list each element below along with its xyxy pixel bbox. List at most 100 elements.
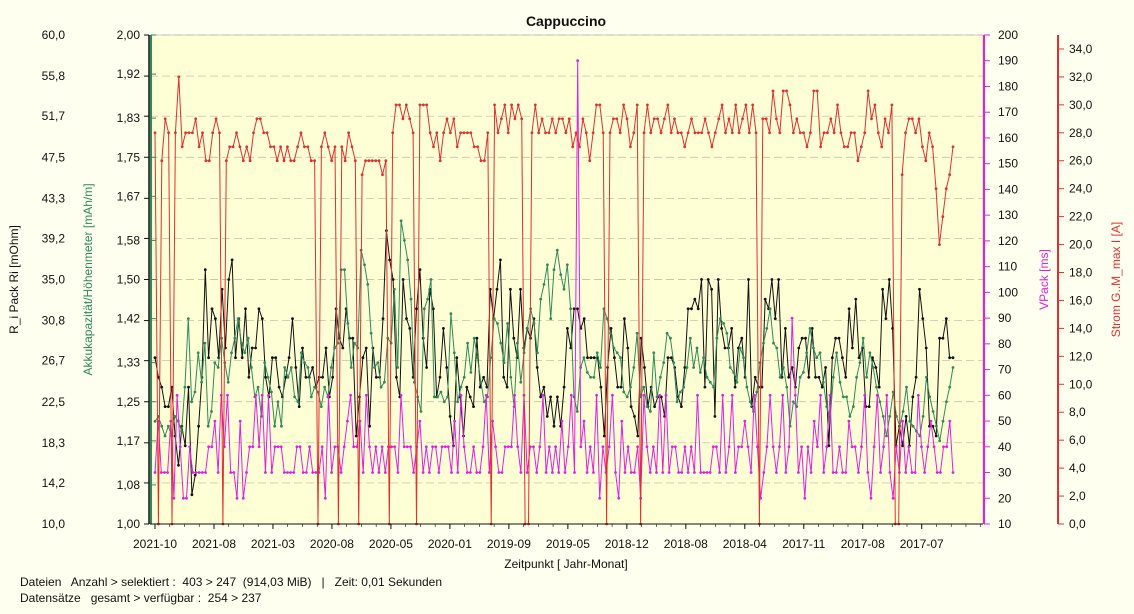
data-point-vpack xyxy=(437,471,441,474)
data-point-vpack xyxy=(352,445,356,449)
data-point-akku xyxy=(722,322,725,325)
data-point-vpack xyxy=(611,393,614,397)
data-point-vpack xyxy=(194,471,198,474)
tick-label-strom: 0,0 xyxy=(1069,517,1086,531)
data-point-vpack xyxy=(210,445,214,449)
data-point-akku xyxy=(582,356,586,360)
data-point-vpack xyxy=(652,445,655,449)
data-point-vpack xyxy=(866,471,870,474)
data-point-akku xyxy=(442,400,446,404)
data-point-strom xyxy=(554,131,558,135)
data-point-ri xyxy=(381,317,385,320)
data-point-ri xyxy=(301,346,304,350)
data-point-strom xyxy=(873,103,877,107)
data-point-ri xyxy=(260,317,264,320)
data-point-ri xyxy=(475,336,479,340)
data-point-ri xyxy=(623,317,626,320)
tick-label-akku: 1,67 xyxy=(117,189,141,203)
data-point-ri xyxy=(834,336,837,340)
data-point-akku xyxy=(742,356,745,360)
data-point-akku xyxy=(619,356,622,360)
data-point-strom xyxy=(214,117,218,121)
data-point-strom xyxy=(673,117,676,121)
data-point-akku xyxy=(802,371,805,374)
data-point-vpack xyxy=(923,471,926,474)
data-point-akku xyxy=(299,351,303,355)
data-point-akku xyxy=(941,419,945,423)
data-point-strom xyxy=(883,117,887,121)
data-point-ri xyxy=(294,366,298,369)
data-point-vpack xyxy=(538,445,542,449)
data-point-ri xyxy=(438,375,442,379)
data-point-vpack xyxy=(424,445,428,449)
data-point-ri xyxy=(747,278,750,281)
data-point-ri xyxy=(837,336,841,340)
data-point-vpack xyxy=(487,471,491,474)
data-point-ri xyxy=(582,317,586,320)
data-point-akku xyxy=(226,380,230,384)
data-point-ri xyxy=(331,375,335,379)
data-point-strom xyxy=(160,159,164,163)
data-point-strom xyxy=(177,75,181,79)
data-point-akku xyxy=(333,346,336,350)
data-point-vpack xyxy=(838,445,841,449)
data-point-vpack xyxy=(670,445,674,449)
data-point-vpack xyxy=(380,445,384,449)
data-point-vpack xyxy=(305,471,308,474)
data-point-ri xyxy=(562,385,566,389)
data-point-akku xyxy=(861,336,865,340)
data-point-vpack xyxy=(762,471,766,474)
data-point-ri xyxy=(666,356,670,360)
data-point-akku xyxy=(183,385,187,389)
data-point-strom xyxy=(547,131,551,135)
data-point-akku xyxy=(309,395,313,399)
data-point-vpack xyxy=(320,445,324,449)
axis-label-strom: Strom G..M_max I [A] xyxy=(1109,222,1123,337)
data-point-akku xyxy=(366,283,370,286)
data-point-akku xyxy=(532,322,536,325)
data-point-vpack xyxy=(724,471,728,474)
data-point-strom xyxy=(479,159,483,163)
data-point-strom xyxy=(887,131,890,135)
data-point-strom xyxy=(747,131,751,135)
data-point-ri xyxy=(616,385,620,389)
data-point-vpack xyxy=(289,471,292,474)
data-point-vpack xyxy=(888,471,892,474)
data-point-ri xyxy=(277,385,281,389)
data-point-vpack xyxy=(308,445,311,449)
data-point-akku xyxy=(166,424,170,428)
data-point-vpack xyxy=(582,419,586,423)
data-point-ri xyxy=(733,385,737,389)
data-point-strom xyxy=(191,131,194,135)
data-point-vpack xyxy=(765,445,769,449)
data-point-akku xyxy=(755,390,759,394)
data-point-strom xyxy=(792,131,795,135)
data-point-strom xyxy=(839,131,843,135)
data-point-strom xyxy=(741,117,744,121)
data-point-strom xyxy=(520,117,524,121)
data-point-vpack xyxy=(598,496,602,500)
data-point-vpack xyxy=(519,471,523,474)
data-point-strom xyxy=(819,145,822,149)
data-point-strom xyxy=(612,117,615,121)
data-point-strom xyxy=(798,131,802,135)
data-point-akku xyxy=(895,415,898,418)
data-point-ri xyxy=(274,356,278,360)
data-point-akku xyxy=(196,351,200,355)
data-point-strom xyxy=(914,131,917,135)
tick-label-strom: 34,0 xyxy=(1069,42,1093,56)
data-point-vpack xyxy=(494,445,497,449)
data-point-ri xyxy=(167,405,170,408)
data-point-vpack xyxy=(323,496,327,500)
data-point-akku xyxy=(160,424,164,428)
data-point-strom xyxy=(846,145,850,149)
data-point-vpack xyxy=(576,59,580,63)
tick-label-strom: 2,0 xyxy=(1069,489,1086,503)
data-point-akku xyxy=(492,317,496,320)
data-point-strom xyxy=(700,131,704,135)
x-tick-label: 2021-03 xyxy=(251,537,295,551)
data-point-vpack xyxy=(506,445,510,449)
data-point-ri xyxy=(509,287,512,291)
data-point-akku xyxy=(236,317,240,320)
data-point-vpack xyxy=(771,445,775,449)
